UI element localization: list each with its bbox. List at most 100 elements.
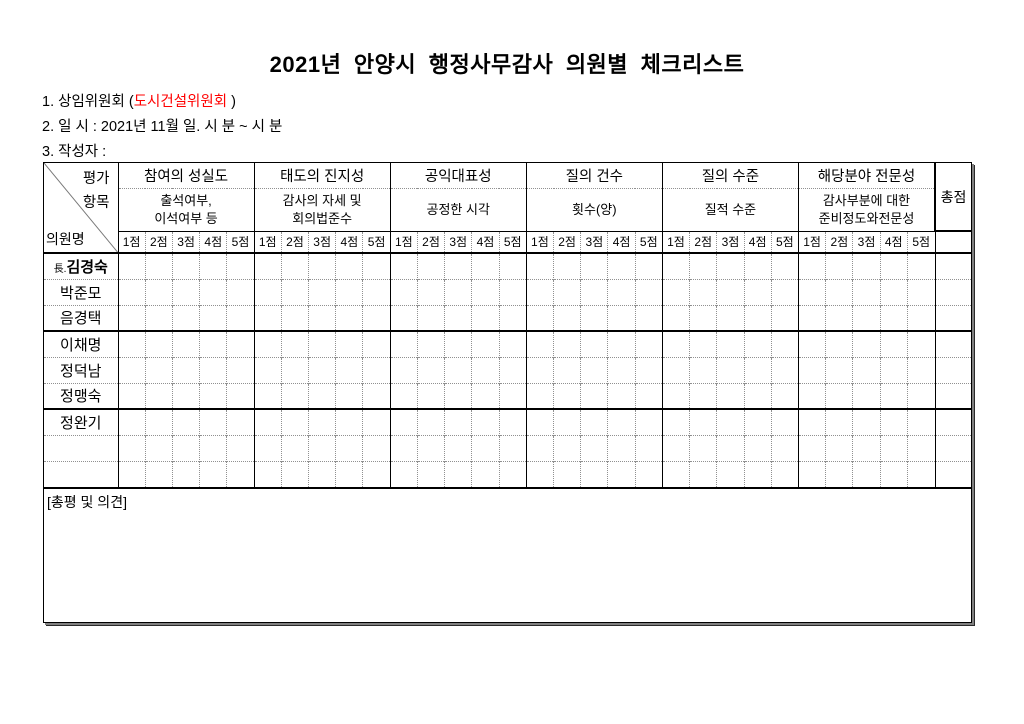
score-cell	[525, 460, 554, 487]
score-cell	[825, 382, 853, 409]
score-cell	[498, 252, 527, 279]
score-cell	[335, 330, 363, 357]
score-cell	[852, 408, 881, 435]
score-cell	[525, 278, 554, 305]
member-row: 박준모	[44, 278, 971, 305]
score-cell	[389, 252, 418, 279]
score-cell	[389, 356, 418, 383]
score-cell	[171, 356, 200, 383]
score-cell	[444, 460, 472, 487]
score-cell	[389, 408, 418, 435]
score-cell	[444, 252, 472, 279]
score-cell	[416, 330, 445, 357]
score-cell	[525, 434, 554, 461]
score-cell	[280, 252, 309, 279]
score-cell	[144, 382, 173, 409]
score-cell	[498, 382, 527, 409]
score-cell	[280, 434, 309, 461]
score-cell	[498, 460, 527, 487]
row-total-cell	[934, 434, 971, 461]
score-cell	[171, 304, 200, 331]
score-cell	[335, 382, 363, 409]
score-cell	[770, 460, 799, 487]
score-cell	[770, 278, 799, 305]
score-cell	[716, 434, 745, 461]
member-name-cell: 이채명	[44, 330, 119, 357]
score-cell	[416, 304, 445, 331]
score-cell	[171, 460, 200, 487]
score-cell	[634, 408, 663, 435]
score-cell	[825, 356, 853, 383]
score-cell	[797, 330, 826, 357]
score-cell	[280, 330, 309, 357]
score-cell	[825, 460, 853, 487]
group-subtitle: 횟수(양)	[525, 188, 663, 231]
score-cell	[661, 252, 690, 279]
score-cell	[226, 408, 255, 435]
score-cell	[471, 434, 500, 461]
score-cell	[879, 304, 908, 331]
chair-prefix: 長.	[53, 263, 67, 275]
score-cell	[770, 408, 799, 435]
group-title: 질의 수준	[661, 163, 799, 189]
score-cell	[389, 460, 418, 487]
score-cell	[117, 252, 146, 279]
group-title: 공익대표성	[389, 163, 527, 189]
member-row	[44, 434, 971, 461]
meta-committee-suffix: )	[227, 94, 236, 110]
score-cell	[634, 382, 663, 409]
score-cell	[580, 434, 608, 461]
score-cell	[716, 408, 745, 435]
score-label: 1점	[525, 230, 554, 253]
score-cell	[661, 382, 690, 409]
score-cell	[770, 304, 799, 331]
score-cell	[580, 304, 608, 331]
score-cell	[525, 330, 554, 357]
score-cell	[689, 304, 717, 331]
score-cell	[362, 252, 391, 279]
score-cell	[852, 382, 881, 409]
score-cell	[797, 382, 826, 409]
score-cell	[716, 304, 745, 331]
score-cell	[171, 252, 200, 279]
score-cell	[117, 330, 146, 357]
score-label: 2점	[825, 230, 853, 253]
member-row: 음경택	[44, 304, 971, 331]
score-cell	[525, 382, 554, 409]
score-label: 2점	[280, 230, 309, 253]
meta-lines: 1. 상임위원회 (도시건설위원회 ) 2. 일 시 : 2021년 11월 일…	[42, 90, 282, 165]
score-cell	[879, 278, 908, 305]
score-cell	[743, 356, 772, 383]
score-cell	[552, 356, 581, 383]
score-label: 5점	[634, 230, 663, 253]
score-cell	[525, 304, 554, 331]
header-row-score-labels: 1점 2점 3점 4점 5점 1점 2점 3점 4점 5점 1점 2점 3점 4점 5점 1점 2점 3점 4점 5점…	[44, 230, 971, 253]
score-cell	[689, 330, 717, 357]
score-cell	[797, 278, 826, 305]
score-cell	[498, 408, 527, 435]
score-cell	[852, 304, 881, 331]
checklist-table: 평가 항목 의원명 참여의 성실도 태도의 진지성 공익대표성 질의 건수 질의 수준 해당분야…	[44, 163, 971, 487]
score-label: 5점	[362, 230, 391, 253]
score-cell	[335, 304, 363, 331]
score-cell	[906, 356, 935, 383]
score-cell	[498, 304, 527, 331]
group-subtitle: 공정한 시각	[389, 188, 527, 231]
score-cell	[362, 460, 391, 487]
score-cell	[607, 278, 636, 305]
score-cell	[552, 252, 581, 279]
score-cell	[743, 460, 772, 487]
score-cell	[389, 304, 418, 331]
score-cell	[117, 356, 146, 383]
score-label: 3점	[444, 230, 472, 253]
score-cell	[552, 330, 581, 357]
row-total-cell	[934, 460, 971, 487]
score-cell	[906, 460, 935, 487]
score-cell	[280, 278, 309, 305]
score-cell	[335, 408, 363, 435]
row-total-cell	[934, 304, 971, 331]
score-cell	[335, 278, 363, 305]
score-cell	[689, 356, 717, 383]
score-label: 4점	[607, 230, 636, 253]
score-cell	[171, 434, 200, 461]
